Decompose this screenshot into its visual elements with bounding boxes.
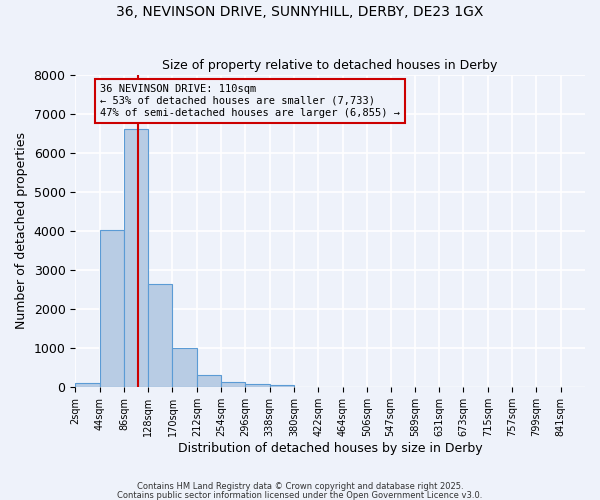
Y-axis label: Number of detached properties: Number of detached properties xyxy=(15,132,28,330)
Bar xyxy=(124,130,148,387)
Text: Contains HM Land Registry data © Crown copyright and database right 2025.: Contains HM Land Registry data © Crown c… xyxy=(137,482,463,491)
Bar xyxy=(197,374,221,387)
Title: Size of property relative to detached houses in Derby: Size of property relative to detached ho… xyxy=(163,59,498,72)
Bar xyxy=(172,348,197,387)
Bar xyxy=(100,230,124,387)
Bar xyxy=(148,284,172,387)
Bar xyxy=(221,382,245,387)
Bar xyxy=(75,384,100,387)
Bar xyxy=(269,385,294,387)
Text: 36 NEVINSON DRIVE: 110sqm
← 53% of detached houses are smaller (7,733)
47% of se: 36 NEVINSON DRIVE: 110sqm ← 53% of detac… xyxy=(100,84,400,117)
Bar xyxy=(245,384,269,387)
Text: 36, NEVINSON DRIVE, SUNNYHILL, DERBY, DE23 1GX: 36, NEVINSON DRIVE, SUNNYHILL, DERBY, DE… xyxy=(116,5,484,19)
X-axis label: Distribution of detached houses by size in Derby: Distribution of detached houses by size … xyxy=(178,442,482,455)
Text: Contains public sector information licensed under the Open Government Licence v3: Contains public sector information licen… xyxy=(118,490,482,500)
